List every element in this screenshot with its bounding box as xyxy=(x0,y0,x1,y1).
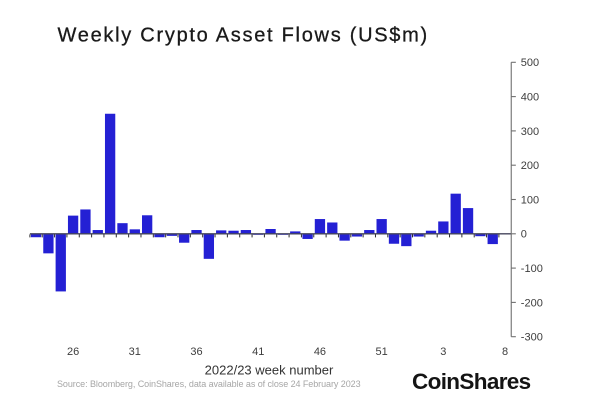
svg-text:26: 26 xyxy=(67,346,79,358)
svg-text:8: 8 xyxy=(502,346,508,358)
svg-text:51: 51 xyxy=(376,346,388,358)
svg-text:-300: -300 xyxy=(521,332,543,344)
svg-text:Weekly Crypto Asset Flows (US$: Weekly Crypto Asset Flows (US$m) xyxy=(58,24,429,46)
svg-text:36: 36 xyxy=(190,346,202,358)
svg-text:300: 300 xyxy=(521,126,539,138)
svg-text:CoinShares: CoinShares xyxy=(412,369,531,394)
svg-text:200: 200 xyxy=(521,160,539,172)
svg-text:31: 31 xyxy=(129,346,141,358)
svg-text:-200: -200 xyxy=(521,297,543,309)
svg-text:100: 100 xyxy=(521,194,539,206)
svg-text:41: 41 xyxy=(252,346,264,358)
svg-text:400: 400 xyxy=(521,92,539,104)
svg-text:0: 0 xyxy=(521,229,527,241)
svg-text:46: 46 xyxy=(314,346,326,358)
svg-text:-100: -100 xyxy=(521,263,543,275)
svg-text:500: 500 xyxy=(521,57,539,69)
svg-text:Source: Bloomberg, CoinShares,: Source: Bloomberg, CoinShares, data avai… xyxy=(57,379,361,389)
svg-text:2022/23 week number: 2022/23 week number xyxy=(205,362,334,377)
svg-text:3: 3 xyxy=(440,346,446,358)
